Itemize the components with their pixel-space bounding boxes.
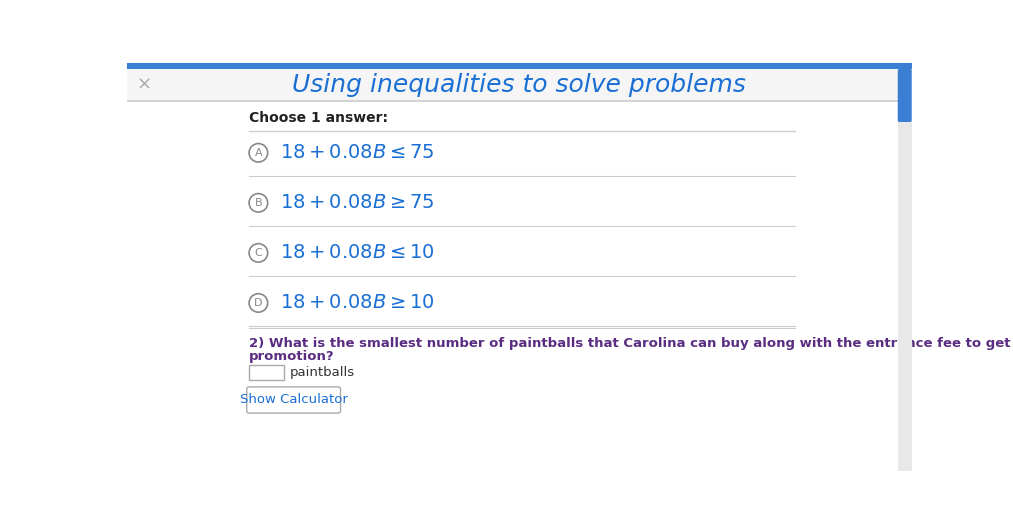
- Text: B: B: [254, 198, 262, 208]
- FancyBboxPatch shape: [127, 63, 912, 69]
- FancyBboxPatch shape: [898, 69, 912, 122]
- Text: Using inequalities to solve problems: Using inequalities to solve problems: [292, 73, 746, 97]
- Text: $18 + 0.08B \leq 75$: $18 + 0.08B \leq 75$: [280, 143, 435, 162]
- Text: paintballs: paintballs: [290, 366, 355, 379]
- Text: A: A: [254, 148, 262, 158]
- Text: promotion?: promotion?: [249, 350, 334, 362]
- Text: 2) What is the smallest number of paintballs that Carolina can buy along with th: 2) What is the smallest number of paintb…: [249, 338, 1013, 350]
- FancyBboxPatch shape: [127, 69, 912, 101]
- Text: C: C: [254, 248, 262, 258]
- FancyBboxPatch shape: [898, 63, 912, 471]
- Text: D: D: [254, 298, 262, 308]
- FancyBboxPatch shape: [247, 387, 340, 413]
- Text: $18 + 0.08B \geq 75$: $18 + 0.08B \geq 75$: [280, 194, 435, 212]
- Text: $18 + 0.08B \leq 10$: $18 + 0.08B \leq 10$: [280, 243, 435, 262]
- Text: ×: ×: [136, 76, 151, 94]
- Text: Show Calculator: Show Calculator: [240, 394, 347, 406]
- Text: $18 + 0.08B \geq 10$: $18 + 0.08B \geq 10$: [280, 294, 435, 313]
- FancyBboxPatch shape: [249, 364, 284, 380]
- Text: Choose 1 answer:: Choose 1 answer:: [249, 111, 388, 125]
